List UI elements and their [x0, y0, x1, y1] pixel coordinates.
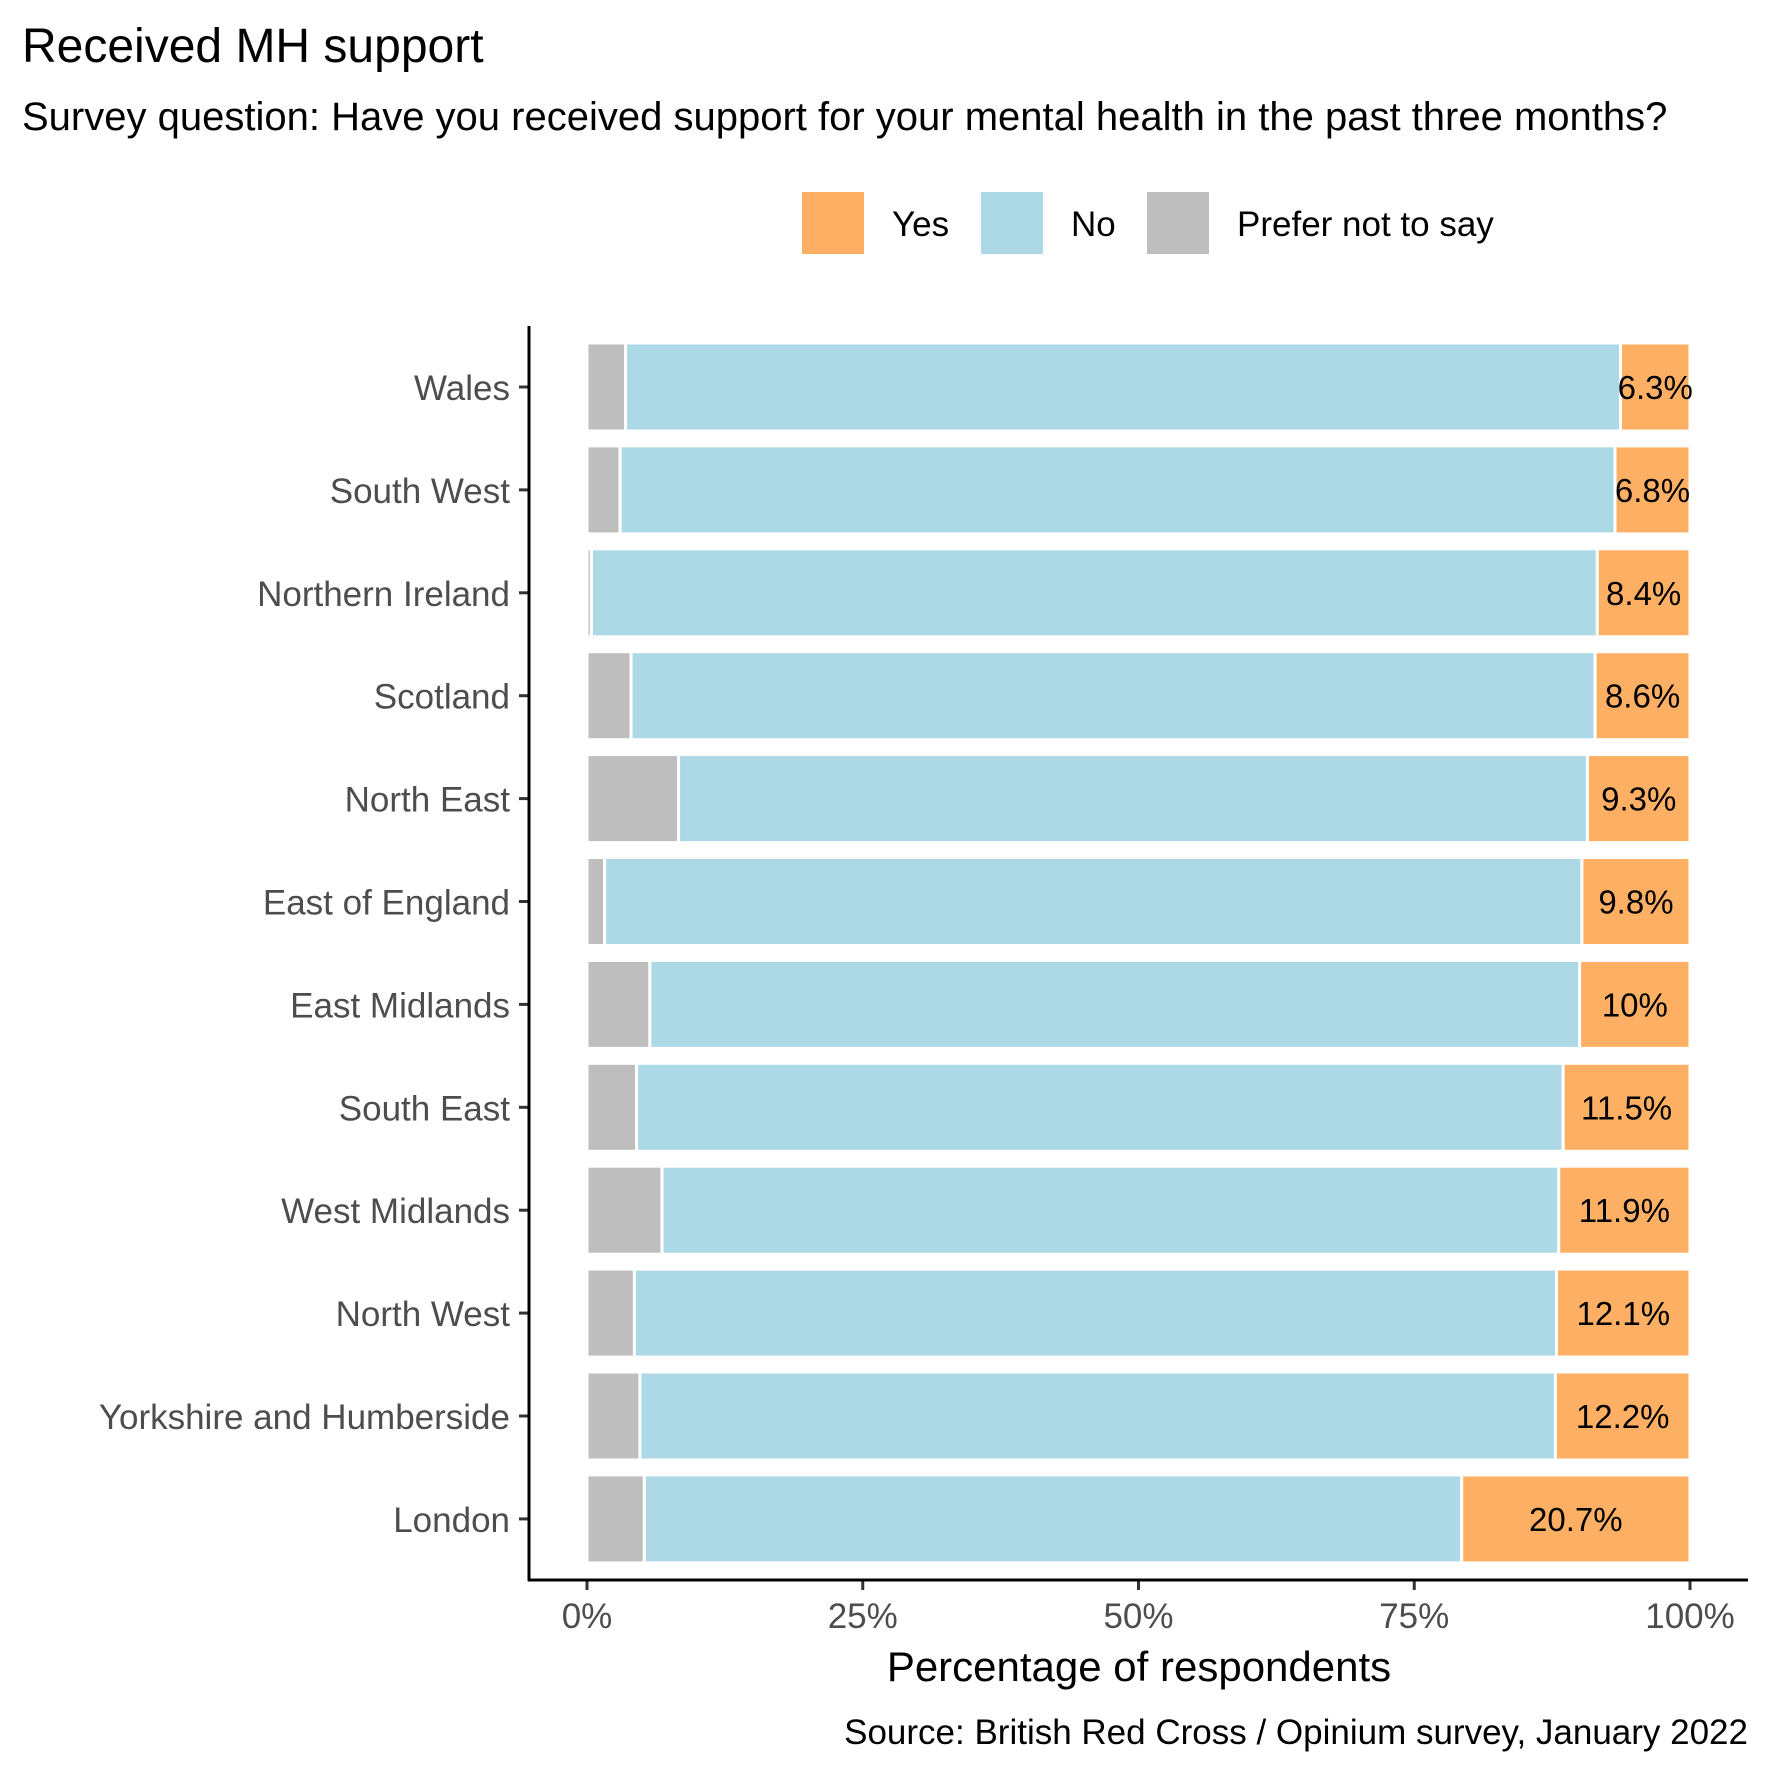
bar-east-midlands-no: [648, 958, 1582, 1050]
y-tick-label-yorkshire-and-humberside: Yorkshire and Humberside: [99, 1398, 510, 1437]
bar-south-east-yes: [1561, 1061, 1692, 1153]
data-label-london: 20.7%: [1529, 1501, 1623, 1538]
bar-london-prefer-not-to-say: [585, 1473, 646, 1565]
bar-london-no: [642, 1473, 1464, 1565]
data-label-south-west: 6.8%: [1615, 472, 1690, 509]
chart-title: Received MH support: [22, 20, 484, 73]
data-label-south-east: 11.5%: [1581, 1089, 1672, 1126]
bar-north-east-prefer-not-to-say: [585, 753, 681, 845]
y-tick-label-northern-ireland: Northern Ireland: [257, 575, 510, 614]
bar-yorkshire-and-humberside-prefer-not-to-say: [585, 1370, 642, 1462]
bar-yorkshire-and-humberside-no: [638, 1370, 1557, 1462]
x-axis-ticks: 0% 25% 50% 75% 100%: [562, 1581, 1735, 1636]
x-tick-label-75: 75%: [1379, 1597, 1449, 1636]
bar-east-midlands-yes: [1578, 958, 1692, 1050]
bar-north-east-yes: [1585, 753, 1692, 845]
legend-label-prefer-not-to-say: Prefer not to say: [1237, 205, 1494, 244]
x-tick-label-0: 0%: [562, 1597, 613, 1636]
bar-yorkshire-and-humberside-yes: [1553, 1370, 1692, 1462]
bar-north-west-prefer-not-to-say: [585, 1267, 636, 1359]
bar-west-midlands-yes: [1557, 1164, 1692, 1256]
legend-label-yes: Yes: [892, 205, 949, 244]
y-tick-label-south-east: South East: [339, 1089, 510, 1128]
bar-scotland-no: [629, 650, 1597, 742]
data-label-west-midlands: 11.9%: [1579, 1192, 1670, 1229]
bar-northern-ireland-no: [589, 547, 1599, 639]
chart-subtitle: Survey question: Have you received suppo…: [22, 95, 1667, 139]
y-tick-label-east-midlands: East Midlands: [290, 986, 510, 1025]
data-label-east-midlands: 10%: [1602, 986, 1668, 1023]
bar-south-west-no: [618, 444, 1617, 536]
y-axis-ticks: Wales South West Northern Ireland Scotland N…: [99, 369, 528, 1540]
bar-east-midlands-prefer-not-to-say: [585, 958, 652, 1050]
legend-swatch-yes: [802, 192, 864, 254]
y-tick-label-wales: Wales: [414, 369, 510, 408]
bar-north-east-no: [677, 753, 1589, 845]
bar-wales-prefer-not-to-say: [585, 341, 628, 433]
data-label-northern-ireland: 8.4%: [1606, 575, 1681, 612]
x-tick-label-50: 50%: [1103, 1597, 1173, 1636]
chart-caption: Source: British Red Cross / Opinium surv…: [844, 1713, 1748, 1752]
bar-south-west-yes: [1613, 444, 1692, 536]
bar-scotland-prefer-not-to-say: [585, 650, 633, 742]
bar-wales-no: [624, 341, 1623, 433]
data-label-north-east: 9.3%: [1601, 781, 1676, 818]
legend-label-no: No: [1071, 205, 1116, 244]
y-tick-label-north-east: North East: [345, 781, 511, 820]
bar-north-west-yes: [1555, 1267, 1692, 1359]
bar-london-yes: [1460, 1473, 1692, 1565]
legend-swatch-no: [981, 192, 1043, 254]
data-label-yorkshire-and-humberside: 12.2%: [1576, 1398, 1670, 1435]
y-tick-label-south-west: South West: [330, 472, 511, 511]
y-tick-label-london: London: [393, 1501, 510, 1540]
y-tick-label-north-west: North West: [336, 1295, 511, 1334]
legend-swatch-prefer-not-to-say: [1147, 192, 1209, 254]
bar-scotland-yes: [1593, 650, 1692, 742]
bar-south-west-prefer-not-to-say: [585, 444, 622, 536]
x-axis-title: Percentage of respondents: [887, 1643, 1391, 1690]
bar-south-east-no: [635, 1061, 1565, 1153]
bars: [585, 341, 1692, 1565]
bar-west-midlands-no: [660, 1164, 1561, 1256]
data-label-scotland: 8.6%: [1605, 678, 1680, 715]
bar-south-east-prefer-not-to-say: [585, 1061, 639, 1153]
data-label-north-west: 12.1%: [1576, 1295, 1670, 1332]
data-label-east-of-england: 9.8%: [1598, 884, 1673, 921]
bar-east-of-england-yes: [1580, 856, 1692, 947]
data-labels: 6.3% 6.8% 8.4% 8.6% 9.3% 9.8% 10% 11.5% 11.9% 12.…: [1529, 369, 1693, 1538]
y-tick-label-east-of-england: East of England: [263, 884, 510, 923]
bar-north-west-no: [632, 1267, 1559, 1359]
y-tick-label-scotland: Scotland: [374, 678, 510, 717]
plot-area: 6.3% 6.8% 8.4% 8.6% 9.3% 9.8% 10% 11.5% 11.9% 12.…: [99, 326, 1748, 1636]
data-label-wales: 6.3%: [1618, 369, 1693, 406]
x-tick-label-25: 25%: [828, 1597, 898, 1636]
x-tick-label-100: 100%: [1645, 1597, 1735, 1636]
bar-northern-ireland-yes: [1595, 547, 1692, 639]
bar-wales-yes: [1619, 341, 1692, 433]
bar-east-of-england-no: [603, 856, 1584, 947]
bar-west-midlands-prefer-not-to-say: [585, 1164, 664, 1256]
legend: Yes No Prefer not to say: [802, 192, 1494, 254]
bar-east-of-england-prefer-not-to-say: [585, 856, 607, 947]
y-tick-label-west-midlands: West Midlands: [281, 1192, 510, 1231]
